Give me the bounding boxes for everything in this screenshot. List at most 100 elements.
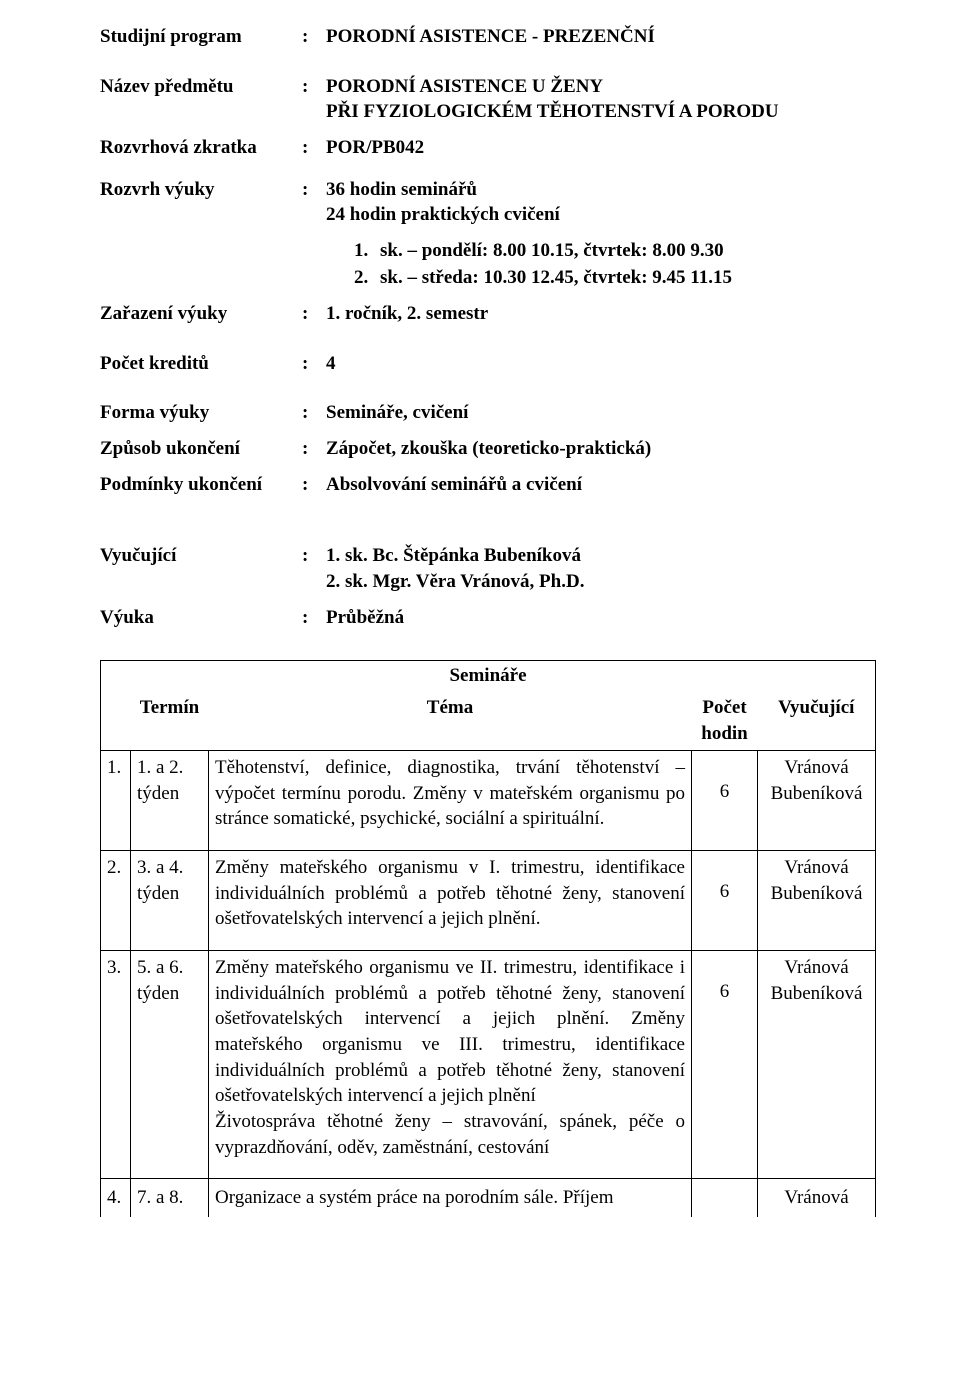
label-mode: Výuka bbox=[100, 605, 302, 631]
seminar-table: Semináře Termín Téma Počet hodin Vyučují… bbox=[100, 660, 876, 1217]
cell-topic: Změny mateřského organismu ve II. trimes… bbox=[209, 951, 692, 1179]
label-conditions: Podmínky ukončení bbox=[100, 472, 302, 498]
row-conditions: Podmínky ukončení : Absolvování seminářů… bbox=[100, 472, 876, 498]
teacher-l2: Bubeníková bbox=[771, 983, 863, 1004]
row-completion: Způsob ukončení : Zápočet, zkouška (teor… bbox=[100, 436, 876, 462]
row-credits: Počet kreditů : 4 bbox=[100, 351, 876, 377]
cell-num: 1. bbox=[101, 751, 131, 851]
colon: : bbox=[302, 177, 326, 203]
term-l2: týden bbox=[137, 783, 179, 804]
cell-num: 3. bbox=[101, 951, 131, 1179]
th-teacher: Vyučující bbox=[758, 691, 876, 751]
cell-teacher: Vránová Bubeníková bbox=[758, 951, 876, 1179]
th-topic: Téma bbox=[209, 691, 692, 751]
seminar-title-row: Semináře bbox=[101, 661, 876, 691]
label-placement: Zařazení výuky bbox=[100, 301, 302, 327]
cell-term: 1. a 2. týden bbox=[131, 751, 209, 851]
teacher-l2: Bubeníková bbox=[771, 883, 863, 904]
row-program: Studijní program : PORODNÍ ASISTENCE - P… bbox=[100, 24, 876, 50]
value-subject: PORODNÍ ASISTENCE U ŽENY PŘI FYZIOLOGICK… bbox=[326, 74, 876, 125]
schedule-item-2: 2. sk. – středa: 10.30 12.45, čtvrtek: 9… bbox=[354, 265, 876, 291]
cell-hours: 6 bbox=[692, 951, 758, 1179]
table-row: 3. 5. a 6. týden Změny mateřského organi… bbox=[101, 951, 876, 1179]
cell-teacher: Vránová Bubeníková bbox=[758, 751, 876, 851]
th-hours-l2: hodin bbox=[701, 723, 747, 744]
schedule-detail-list: 1. sk. – pondělí: 8.00 10.15, čtvrtek: 8… bbox=[354, 238, 876, 291]
seminar-table-wrap: Semináře Termín Téma Počet hodin Vyučují… bbox=[100, 660, 876, 1217]
cell-hours bbox=[692, 1179, 758, 1217]
th-blank bbox=[101, 691, 131, 751]
table-row: 1. 1. a 2. týden Těhotenství, definice, … bbox=[101, 751, 876, 851]
schedule-item-1: 1. sk. – pondělí: 8.00 10.15, čtvrtek: 8… bbox=[354, 238, 876, 264]
cell-topic: Změny mateřského organismu v I. trimestr… bbox=[209, 851, 692, 951]
cell-topic: Organizace a systém práce na porodním sá… bbox=[209, 1179, 692, 1217]
colon: : bbox=[302, 400, 326, 426]
schedule-line2: 24 hodin praktických cvičení bbox=[326, 204, 560, 225]
colon: : bbox=[302, 135, 326, 161]
table-row: 2. 3. a 4. týden Změny mateřského organi… bbox=[101, 851, 876, 951]
label-credits: Počet kreditů bbox=[100, 351, 302, 377]
row-mode: Výuka : Průběžná bbox=[100, 605, 876, 631]
label-schedule: Rozvrh výuky bbox=[100, 177, 302, 203]
term-l1: 5. a 6. bbox=[137, 957, 183, 978]
sched-text-2: sk. – středa: 10.30 12.45, čtvrtek: 9.45… bbox=[380, 265, 732, 291]
term-l2: týden bbox=[137, 883, 179, 904]
label-code: Rozvrhová zkratka bbox=[100, 135, 302, 161]
value-placement: 1. ročník, 2. semestr bbox=[326, 301, 876, 327]
value-code: POR/PB042 bbox=[326, 135, 876, 161]
row-code: Rozvrhová zkratka : POR/PB042 bbox=[100, 135, 876, 161]
row-teacher: Vyučující : 1. sk. Bc. Štěpánka Bubeníko… bbox=[100, 543, 876, 594]
cell-teacher: Vránová Bubeníková bbox=[758, 851, 876, 951]
seminar-title: Semináře bbox=[101, 661, 876, 691]
cell-term: 3. a 4. týden bbox=[131, 851, 209, 951]
cell-teacher: Vránová bbox=[758, 1179, 876, 1217]
colon: : bbox=[302, 605, 326, 631]
value-form: Semináře, cvičení bbox=[326, 400, 876, 426]
sched-text-1: sk. – pondělí: 8.00 10.15, čtvrtek: 8.00… bbox=[380, 238, 724, 264]
row-form: Forma výuky : Semináře, cvičení bbox=[100, 400, 876, 426]
table-header-row: Termín Téma Počet hodin Vyučující bbox=[101, 691, 876, 751]
colon: : bbox=[302, 472, 326, 498]
teacher-l1: Vránová bbox=[784, 857, 848, 878]
colon: : bbox=[302, 24, 326, 50]
sched-num-1: 1. bbox=[354, 238, 380, 264]
colon: : bbox=[302, 301, 326, 327]
term-l1: 1. a 2. bbox=[137, 757, 183, 778]
teacher-l2: Bubeníková bbox=[771, 783, 863, 804]
th-hours-l1: Počet bbox=[702, 697, 746, 718]
term-l1: 3. a 4. bbox=[137, 857, 183, 878]
teacher-line2: 2. sk. Mgr. Věra Vránová, Ph.D. bbox=[326, 571, 584, 592]
colon: : bbox=[302, 543, 326, 569]
teacher-l1: Vránová bbox=[784, 957, 848, 978]
cell-topic: Těhotenství, definice, diagnostika, trvá… bbox=[209, 751, 692, 851]
teacher-line1: 1. sk. Bc. Štěpánka Bubeníková bbox=[326, 545, 581, 566]
cell-hours: 6 bbox=[692, 751, 758, 851]
term-l2: týden bbox=[137, 983, 179, 1004]
row-schedule: Rozvrh výuky : 36 hodin seminářů 24 hodi… bbox=[100, 177, 876, 228]
cell-hours: 6 bbox=[692, 851, 758, 951]
row-placement: Zařazení výuky : 1. ročník, 2. semestr bbox=[100, 301, 876, 327]
label-teacher: Vyučující bbox=[100, 543, 302, 569]
colon: : bbox=[302, 74, 326, 100]
cell-num: 2. bbox=[101, 851, 131, 951]
value-mode: Průběžná bbox=[326, 605, 876, 631]
label-subject: Název předmětu bbox=[100, 74, 302, 100]
subject-line2: PŘI FYZIOLOGICKÉM TĚHOTENSTVÍ A PORODU bbox=[326, 101, 779, 122]
label-completion: Způsob ukončení bbox=[100, 436, 302, 462]
label-form: Forma výuky bbox=[100, 400, 302, 426]
value-credits: 4 bbox=[326, 351, 876, 377]
subject-line1: PORODNÍ ASISTENCE U ŽENY bbox=[326, 76, 603, 97]
th-hours: Počet hodin bbox=[692, 691, 758, 751]
value-program: PORODNÍ ASISTENCE - PREZENČNÍ bbox=[326, 24, 876, 50]
schedule-line1: 36 hodin seminářů bbox=[326, 179, 477, 200]
sched-num-2: 2. bbox=[354, 265, 380, 291]
label-program: Studijní program bbox=[100, 24, 302, 50]
value-conditions: Absolvování seminářů a cvičení bbox=[326, 472, 876, 498]
teacher-l1: Vránová bbox=[784, 757, 848, 778]
colon: : bbox=[302, 436, 326, 462]
th-term: Termín bbox=[131, 691, 209, 751]
row-subject: Název předmětu : PORODNÍ ASISTENCE U ŽEN… bbox=[100, 74, 876, 125]
cell-term: 5. a 6. týden bbox=[131, 951, 209, 1179]
value-schedule: 36 hodin seminářů 24 hodin praktických c… bbox=[326, 177, 876, 228]
value-completion: Zápočet, zkouška (teoreticko-praktická) bbox=[326, 436, 876, 462]
